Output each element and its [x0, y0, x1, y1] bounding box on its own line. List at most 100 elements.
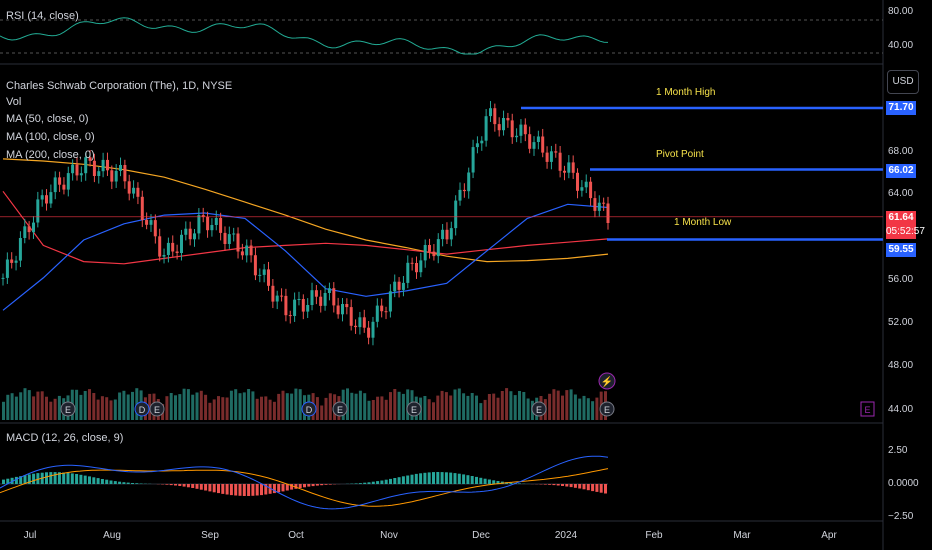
event-marker-label: D	[306, 405, 313, 415]
macd-line	[0, 455, 609, 510]
macd-histogram-bar	[457, 473, 461, 484]
volume-bar	[466, 395, 470, 420]
rsi-label[interactable]: RSI (14, close)	[6, 10, 79, 22]
candle-body	[162, 255, 166, 257]
macd-histogram-bar	[234, 484, 238, 496]
candle-body	[384, 311, 388, 313]
macd-histogram-bar	[27, 474, 31, 484]
candle-body	[79, 173, 83, 176]
candle-body	[119, 165, 122, 171]
volume-bar	[346, 388, 349, 420]
volume-bar	[100, 396, 104, 420]
candle-body	[445, 229, 449, 240]
volume-bar	[397, 391, 401, 420]
candle-body	[397, 281, 401, 290]
candle-body	[532, 142, 536, 149]
macd-histogram-bar	[6, 478, 10, 484]
time-axis-apr: Apr	[821, 530, 837, 541]
candle-body	[367, 327, 371, 338]
volume-bar	[23, 388, 27, 420]
candle-body	[271, 285, 275, 302]
candle-body	[84, 157, 88, 174]
candle-body	[332, 288, 336, 306]
earnings-marker-icon	[60, 401, 76, 417]
macd-histogram-bar	[122, 482, 126, 484]
candle-body	[354, 325, 358, 328]
macd-label[interactable]: MACD (12, 26, close, 9)	[6, 432, 124, 444]
macd-histogram-bar	[509, 482, 513, 484]
tag-pivot-point: 66.02	[886, 164, 916, 178]
volume-bar	[229, 390, 233, 420]
macd-histogram-bar	[260, 484, 263, 496]
candle-body	[175, 251, 179, 253]
macd-histogram-bar	[229, 484, 233, 496]
macd-histogram-bar	[320, 484, 324, 486]
macd-histogram-bar	[191, 484, 195, 488]
indicator-ma100[interactable]: MA (100, close, 0)	[6, 131, 95, 143]
macd-histogram-bar	[586, 484, 590, 491]
time-axis-sep: Sep	[201, 530, 219, 541]
currency-button[interactable]: USD	[887, 70, 919, 94]
candle-body	[536, 136, 540, 142]
volume-bar	[591, 401, 595, 420]
candle-body	[219, 218, 223, 233]
volume-bar	[40, 391, 44, 420]
lightning-icon: ⚡	[601, 375, 613, 388]
event-marker-label: E	[337, 405, 343, 415]
volume-bar	[552, 389, 556, 420]
volume-bar	[457, 388, 461, 420]
event-marker-label: E	[604, 405, 610, 415]
candle-body	[489, 108, 492, 117]
candle-body	[40, 195, 44, 200]
indicator-vol[interactable]: Vol	[6, 96, 22, 108]
candle-body	[23, 226, 27, 238]
volume-bar	[247, 389, 251, 420]
price-axis-56: 56.00	[888, 274, 914, 285]
candle-body	[432, 251, 436, 257]
candle-body	[210, 225, 214, 231]
price-axis-64: 64.00	[888, 188, 914, 199]
macd-histogram-bar	[105, 479, 109, 484]
rsi-axis-40: 40.00	[888, 40, 914, 51]
candle-body	[62, 184, 66, 190]
candle-body	[475, 143, 479, 148]
rsi-line	[0, 17, 609, 55]
macd-histogram-bar	[358, 483, 362, 484]
candle-body	[493, 108, 497, 125]
volume-bar	[389, 392, 392, 420]
macd-histogram-bar	[100, 479, 104, 484]
macd-histogram-bar	[290, 484, 294, 490]
volume-bar	[225, 397, 229, 420]
volume-bar	[88, 389, 91, 420]
candle-body	[71, 164, 75, 174]
candle-body	[428, 245, 431, 252]
macd-histogram-bar	[83, 475, 87, 484]
volume-bar	[509, 391, 513, 420]
candle-body	[301, 299, 305, 312]
volume-bar	[268, 399, 272, 420]
candle-body	[201, 215, 205, 217]
volume-bar	[556, 390, 560, 420]
macd-axis-neg-2-50: −2.50	[888, 511, 914, 522]
candle-body	[563, 170, 566, 173]
macd-histogram-bar	[45, 472, 48, 484]
candle-body	[275, 295, 279, 302]
macd-histogram-bar	[307, 484, 311, 487]
macd-histogram-bar	[247, 484, 251, 496]
symbol-title[interactable]: Charles Schwab Corporation (The), 1D, NY…	[6, 80, 233, 92]
volume-bar	[251, 391, 255, 420]
indicator-ma50[interactable]: MA (50, close, 0)	[6, 113, 89, 125]
earnings-marker-icon	[599, 401, 615, 417]
indicator-ma200[interactable]: MA (200, close, 0)	[6, 149, 95, 161]
annotation-pivot-point[interactable]: Pivot Point	[656, 149, 704, 160]
volume-bar	[285, 393, 289, 420]
volume-bar	[178, 394, 182, 420]
volume-bar	[573, 394, 577, 420]
ma100-line	[2, 190, 609, 265]
volume-bar	[199, 390, 203, 420]
macd-histogram-bar	[479, 477, 483, 484]
annotation-1-month-high[interactable]: 1 Month High	[656, 87, 716, 98]
volume-bar	[453, 389, 457, 420]
annotation-1-month-low[interactable]: 1 Month Low	[674, 217, 732, 228]
